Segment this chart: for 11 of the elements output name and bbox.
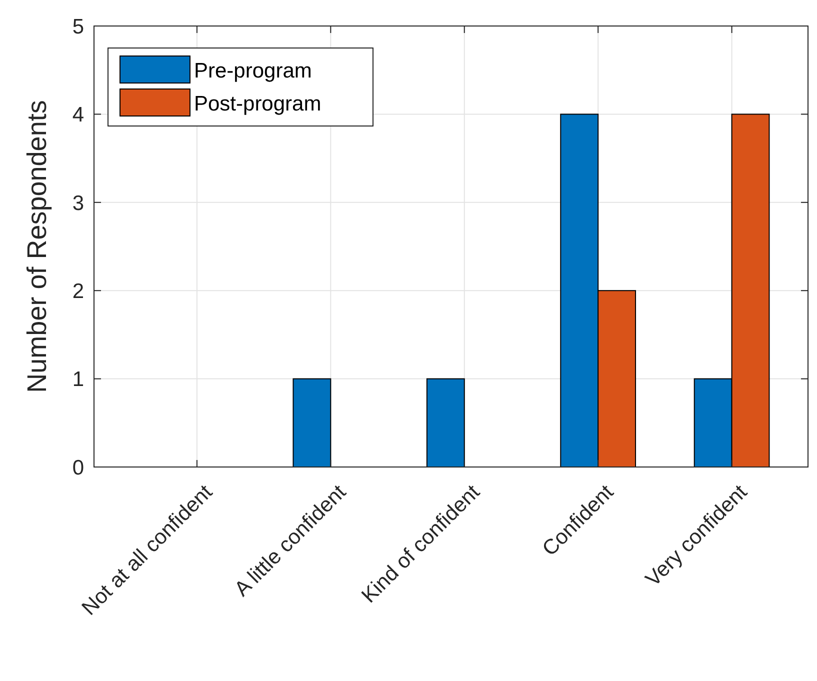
y-tick-label: 3: [72, 192, 84, 215]
y-tick-label: 4: [72, 104, 84, 127]
bar: [292, 378, 332, 468]
y-axis-title: Number of Respondents: [22, 100, 52, 393]
bar: [426, 378, 465, 468]
y-tick-label: 1: [72, 368, 84, 392]
legend-label: Post-program: [194, 92, 322, 116]
legend-label: Pre-program: [194, 59, 312, 82]
y-tick-label: 5: [72, 15, 84, 38]
y-tick-label: 2: [72, 280, 84, 303]
y-tick-label: 0: [72, 456, 84, 480]
